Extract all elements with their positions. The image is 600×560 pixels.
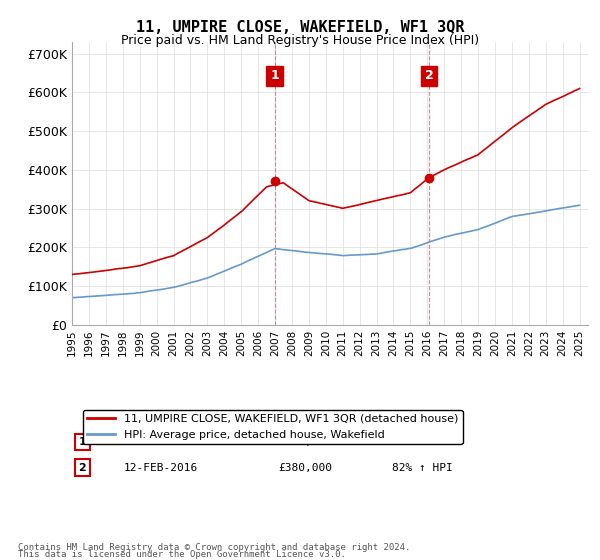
Text: Price paid vs. HM Land Registry's House Price Index (HPI): Price paid vs. HM Land Registry's House … (121, 34, 479, 46)
Text: £380,000: £380,000 (278, 463, 332, 473)
Text: 82% ↑ HPI: 82% ↑ HPI (392, 463, 452, 473)
Text: £369,995: £369,995 (278, 437, 332, 447)
Text: 1: 1 (79, 437, 86, 447)
Text: 11, UMPIRE CLOSE, WAKEFIELD, WF1 3QR: 11, UMPIRE CLOSE, WAKEFIELD, WF1 3QR (136, 20, 464, 35)
Text: 1: 1 (270, 69, 279, 82)
Legend: 11, UMPIRE CLOSE, WAKEFIELD, WF1 3QR (detached house), HPI: Average price, detac: 11, UMPIRE CLOSE, WAKEFIELD, WF1 3QR (de… (83, 409, 463, 444)
Text: This data is licensed under the Open Government Licence v3.0.: This data is licensed under the Open Gov… (18, 550, 346, 559)
Text: 20-DEC-2006: 20-DEC-2006 (124, 437, 198, 447)
Text: 2: 2 (79, 463, 86, 473)
Text: Contains HM Land Registry data © Crown copyright and database right 2024.: Contains HM Land Registry data © Crown c… (18, 543, 410, 552)
Text: 2: 2 (425, 69, 434, 82)
Text: 12-FEB-2016: 12-FEB-2016 (124, 463, 198, 473)
Text: 77% ↑ HPI: 77% ↑ HPI (392, 437, 452, 447)
